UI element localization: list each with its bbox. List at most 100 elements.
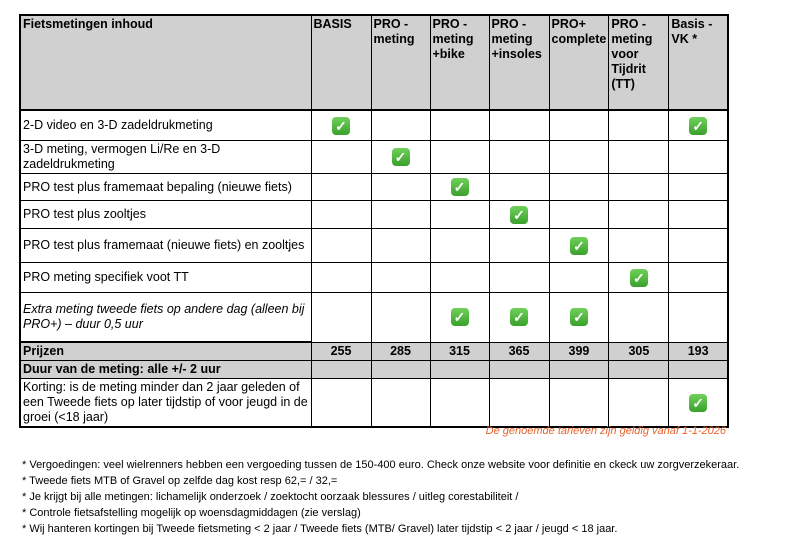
check-cell [488,109,550,141]
prices-row: Prijzen 255 285 315 365 399 305 193 [19,341,729,361]
duration-label: Duur van de meting: alle +/- 2 uur [19,360,312,379]
check-cell [488,140,550,174]
pricing-table: Fietsmetingen inhoud BASIS PRO - meting PRO… [19,14,729,428]
check-cell [668,200,729,229]
check-cell: ✓ [548,228,610,263]
empty-cell [429,360,490,379]
empty-cell [668,360,729,379]
duration-row: Duur van de meting: alle +/- 2 uur [19,360,729,379]
column-header: PRO - meting +bike [429,14,490,111]
check-cell [310,378,372,428]
check-cell [429,200,490,229]
empty-cell [608,360,670,379]
check-cell [608,228,670,263]
checkmark-icon: ✓ [450,308,469,327]
check-cell: ✓ [429,173,490,201]
check-cell: ✓ [608,262,670,293]
price-cell: 255 [310,341,372,361]
empty-cell [488,360,550,379]
table-row: Korting: is de meting minder dan 2 jaar … [19,378,729,428]
table-row: PRO meting specifiek voot TT ✓ [19,262,729,293]
check-cell [310,262,372,293]
check-cell: ✓ [488,292,550,343]
price-cell: 193 [668,341,729,361]
table-row: 2-D video en 3-D zadeldrukmeting ✓ ✓ [19,109,729,141]
check-cell [370,173,431,201]
checkmark-icon: ✓ [450,178,469,196]
checkmark-icon: ✓ [569,308,588,327]
empty-cell [370,360,431,379]
check-cell [429,262,490,293]
check-cell: ✓ [668,378,729,428]
price-cell: 315 [429,341,490,361]
column-header: PRO+ complete [548,14,610,111]
check-cell [608,378,670,428]
check-cell [608,173,670,201]
check-cell [310,200,372,229]
row-label: PRO test plus framemaat (nieuwe fiets) e… [19,228,312,263]
table-row: Extra meting tweede fiets op andere dag … [19,292,729,343]
row-label: PRO test plus zooltjes [19,200,312,229]
check-cell [429,109,490,141]
check-cell [370,378,431,428]
column-header: Basis - VK * [668,14,729,111]
check-cell [488,378,550,428]
column-header: PRO - meting [370,14,431,111]
table-row: PRO test plus framemaat bepaling (nieuwe… [19,173,729,201]
row-label: Extra meting tweede fiets op andere dag … [19,292,312,343]
check-cell: ✓ [370,140,431,174]
check-cell [608,200,670,229]
check-cell [429,228,490,263]
check-cell [668,140,729,174]
check-cell [668,173,729,201]
column-header: PRO - meting +insoles [488,14,550,111]
check-cell [548,173,610,201]
check-cell [488,228,550,263]
check-cell: ✓ [548,292,610,343]
checkmark-icon: ✓ [332,116,350,135]
check-cell: ✓ [668,109,729,141]
row-label: PRO test plus framemaat bepaling (nieuwe… [19,173,312,201]
price-cell: 305 [608,341,670,361]
row-label: 3-D meting, vermogen Li/Re en 3-D zadeld… [19,140,312,174]
price-cell: 285 [370,341,431,361]
note-line: * Je krijgt bij alle metingen: lichameli… [22,491,519,503]
note-line: * Wij hanteren kortingen bij Tweede fiet… [22,523,618,535]
column-header: BASIS [310,14,372,111]
check-cell [370,200,431,229]
check-cell [429,378,490,428]
checkmark-icon: ✓ [510,308,528,327]
check-cell: ✓ [488,200,550,229]
note-line: * Tweede fiets MTB of Gravel op zelfde d… [22,475,338,487]
check-cell [548,200,610,229]
table-row: 3-D meting, vermogen Li/Re en 3-D zadeld… [19,140,729,174]
check-cell [608,140,670,174]
column-header: PRO - meting voor Tijdrit (TT) [608,14,670,111]
table-row: PRO test plus zooltjes ✓ [19,200,729,229]
check-cell [370,109,431,141]
checkmark-icon: ✓ [689,116,708,135]
check-cell [548,262,610,293]
check-cell: ✓ [429,292,490,343]
check-cell [488,262,550,293]
header-row: Fietsmetingen inhoud BASIS PRO - meting PRO… [19,14,729,111]
check-cell: ✓ [310,109,372,141]
check-cell [370,262,431,293]
check-cell [310,140,372,174]
notes: * Vergoedingen: veel wielrenners hebben … [22,457,739,537]
check-cell [310,228,372,263]
prices-label: Prijzen [19,341,312,361]
checkmark-icon: ✓ [689,393,708,412]
check-cell [548,109,610,141]
column-header: Fietsmetingen inhoud [19,14,312,111]
check-cell [370,292,431,343]
row-label: 2-D video en 3-D zadeldrukmeting [19,109,312,141]
check-cell [608,109,670,141]
note-line: * Vergoedingen: veel wielrenners hebben … [22,459,740,471]
check-cell [548,378,610,428]
empty-cell [548,360,610,379]
check-cell [370,228,431,263]
checkmark-icon: ✓ [510,205,528,224]
check-cell [668,228,729,263]
row-label: Korting: is de meting minder dan 2 jaar … [19,378,312,428]
